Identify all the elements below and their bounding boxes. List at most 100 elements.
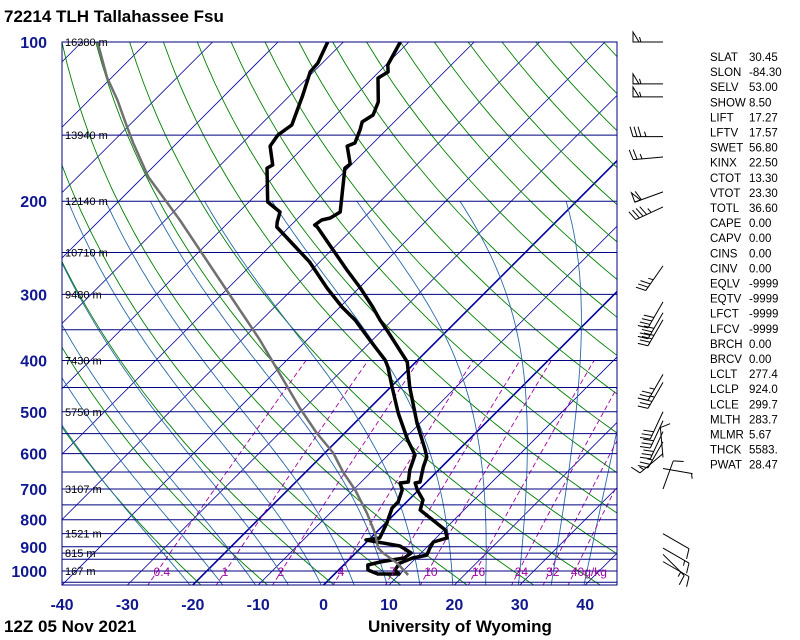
- wind-barb: [662, 460, 684, 490]
- wind-barb: [639, 420, 664, 449]
- wind-barb: [659, 423, 671, 458]
- wind-barb: [635, 265, 664, 291]
- wind-barb: [637, 319, 664, 347]
- temperature-tick-label: -20: [181, 597, 204, 614]
- index-label: MLTH: [710, 414, 740, 426]
- index-label: CINS: [710, 248, 738, 260]
- index-value: 30.45: [749, 52, 778, 64]
- plot-frame: [61, 41, 618, 586]
- index-label: LFTV: [710, 128, 738, 140]
- mixing-ratio-line: [419, 360, 552, 585]
- wind-barb: [630, 191, 664, 203]
- index-label: SLAT: [710, 52, 738, 64]
- wind-barb: [631, 453, 664, 474]
- pressure-tick-label: 100: [20, 35, 47, 52]
- isotherm: [453, 421, 617, 585]
- pressure-tick-label: 900: [20, 540, 47, 557]
- isotherm: [388, 356, 617, 585]
- pressure-tick-label: 700: [20, 482, 47, 499]
- axis-labels: 0.4 1 2 4 7 10 16 24 32 40g/kg1002003004005006007…: [11, 35, 618, 614]
- index-label: LCLE: [710, 399, 739, 411]
- mixing-ratio-label: 40g/kg: [571, 565, 607, 579]
- mixing-ratio-label: 4: [338, 565, 345, 579]
- mixing-ratio-line: [542, 439, 617, 585]
- parcel-trace: [96, 42, 410, 576]
- sounding-traces: [96, 42, 449, 577]
- height-label: 3107 m: [65, 484, 102, 496]
- mixing-ratio-label: 24: [515, 565, 529, 579]
- moist-adiabat: [105, 201, 355, 585]
- height-label: 167 m: [65, 566, 96, 578]
- index-value: 5583.: [749, 445, 778, 457]
- wind-barb: [637, 301, 664, 329]
- temperature-tick-label: -40: [50, 597, 73, 614]
- index-label: BRCH: [710, 339, 743, 351]
- index-value: -9999: [749, 324, 778, 336]
- mixing-ratio-label: 1: [222, 565, 229, 579]
- index-label: VTOT: [710, 188, 740, 200]
- index-label: TOTL: [710, 203, 740, 215]
- pressure-tick-label: 500: [20, 405, 47, 422]
- index-label: SLON: [710, 67, 741, 79]
- height-label: 12140 m: [65, 196, 108, 208]
- isotherm: [0, 42, 16, 587]
- index-label: EQLV: [710, 279, 740, 291]
- index-value: 0.00: [749, 354, 771, 366]
- wind-barb: [662, 547, 690, 574]
- index-label: PWAT: [710, 460, 742, 472]
- index-value: 36.60: [749, 203, 778, 215]
- index-label: EQTV: [710, 294, 742, 306]
- mixing-ratio-label: 7: [390, 565, 397, 579]
- temperature-tick-label: 10: [380, 597, 398, 614]
- index-label: LIFT: [710, 112, 734, 124]
- dry-adiabat: [62, 260, 335, 585]
- dry-adiabat: [366, 42, 617, 318]
- dry-adiabat: [230, 42, 617, 474]
- temperature-tick-label: 20: [446, 597, 464, 614]
- isotherm: [62, 42, 540, 521]
- dry-adiabat: [95, 42, 535, 585]
- index-label: LCLT: [710, 369, 737, 381]
- pressure-tick-label: 600: [20, 447, 47, 464]
- index-value: 13.30: [749, 173, 778, 185]
- pressure-tick-label: 800: [20, 513, 47, 530]
- height-label: 1521 m: [65, 529, 102, 541]
- pressure-tick-label: 1000: [11, 564, 47, 581]
- observation-time: 12Z 05 Nov 2021: [4, 617, 136, 636]
- index-value: -9999: [749, 309, 778, 321]
- height-label: 16380 m: [65, 37, 108, 49]
- index-value: 17.57: [749, 128, 778, 140]
- mixing-ratio-label: 16: [472, 565, 486, 579]
- chart-title: 72214 TLH Tallahassee Fsu: [4, 7, 224, 26]
- index-label: CAPE: [710, 218, 742, 230]
- index-value: 5.67: [749, 430, 771, 442]
- mixing-ratio-label: 2: [277, 565, 284, 579]
- isotherm: [62, 42, 279, 259]
- source-credit: University of Wyoming: [368, 617, 552, 636]
- index-value: 0.00: [749, 233, 771, 245]
- dry-adiabat: [62, 426, 202, 585]
- index-label: SWET: [710, 143, 743, 155]
- index-label: BRCV: [710, 354, 742, 366]
- height-label: 815 m: [65, 548, 96, 560]
- mixing-ratio-line: [467, 360, 595, 585]
- moist-adiabat: [583, 428, 617, 585]
- wind-barb: [662, 561, 690, 587]
- dry-adiabat: [298, 42, 617, 395]
- isotherm: [62, 42, 213, 194]
- dry-adiabat: [62, 42, 468, 585]
- mixing-ratio-label: 10: [424, 565, 438, 579]
- wind-barb: [632, 72, 663, 85]
- temperature-tick-label: -30: [116, 597, 139, 614]
- height-label: 7430 m: [65, 355, 102, 367]
- isotherm: [62, 42, 475, 455]
- temperature-tick-label: 40: [576, 597, 594, 614]
- index-value: 277.4: [749, 369, 778, 381]
- isotherm: [191, 159, 617, 585]
- dry-adiabat: [264, 42, 617, 434]
- index-value: 22.50: [749, 158, 778, 170]
- temperature-trace: [312, 42, 449, 577]
- isotherm: [257, 225, 617, 585]
- dry-adiabat: [400, 42, 617, 280]
